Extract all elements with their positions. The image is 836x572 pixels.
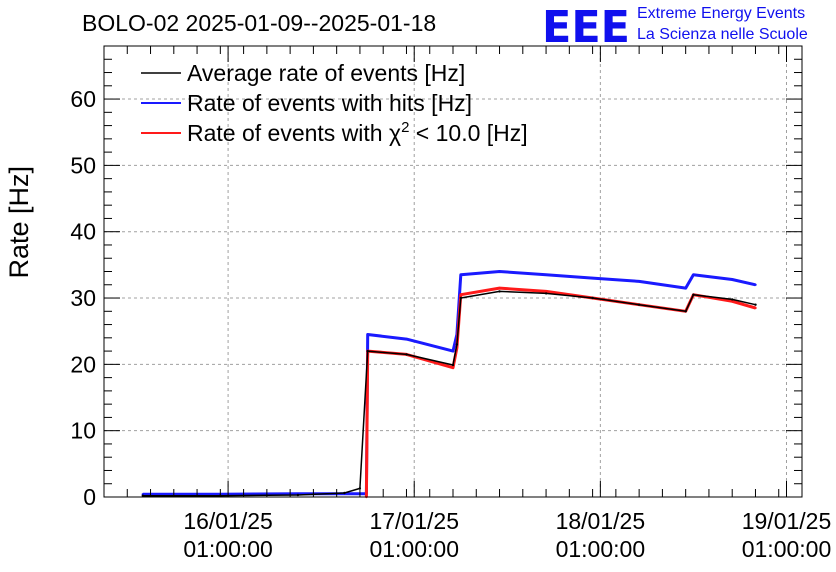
series-point-0 (405, 353, 408, 356)
series-point-0 (637, 303, 641, 306)
logo-tagline-2: La Scienza nelle Scuole (637, 26, 808, 43)
y-tick-label: 0 (83, 484, 96, 510)
series-point-0 (455, 343, 459, 346)
eee-logo: EEE (542, 2, 630, 53)
series-point-1 (637, 280, 641, 283)
x-tick-label-date: 17/01/25 (369, 508, 459, 534)
series-line-1 (142, 270, 756, 496)
x-tick-label-time: 01:00:00 (183, 536, 273, 562)
logo-tagline-1: Extreme Energy Events (637, 5, 805, 22)
series-point-0 (754, 303, 757, 306)
series-point-0 (451, 363, 455, 367)
chart-title: BOLO-02 2025-01-09--2025-01-18 (82, 10, 436, 36)
y-tick-label: 20 (70, 351, 96, 377)
legend-label-2: Rate of events with χ2 < 10.0 [Hz] (187, 119, 528, 146)
series-point-1 (405, 337, 408, 341)
series-point-1 (459, 273, 462, 276)
series-point-0 (731, 298, 734, 301)
series-point-1 (498, 270, 501, 273)
x-tick-label-time: 01:00:00 (556, 536, 646, 562)
series-point-1 (731, 278, 734, 281)
series-point-0 (358, 487, 362, 490)
axes-ticks: 010203040506016/01/2501:00:0017/01/2501:… (70, 45, 832, 562)
x-tick-label-time: 01:00:00 (742, 536, 832, 562)
legend-label-1: Rate of events with hits [Hz] (187, 90, 472, 116)
legend: Average rate of events [Hz] Rate of event… (141, 60, 528, 146)
series-point-0 (296, 493, 300, 497)
series-point-1 (544, 273, 548, 276)
y-axis-label: Rate [Hz] (4, 166, 34, 279)
y-tick-label: 40 (70, 219, 96, 245)
legend-label-0: Average rate of events [Hz] (187, 60, 465, 86)
series-point-1 (692, 273, 695, 276)
series-point-2 (544, 290, 548, 293)
series-line-2 (364, 286, 756, 498)
series-group (141, 270, 757, 499)
y-tick-label: 10 (70, 418, 96, 444)
series-point-1 (684, 286, 687, 290)
series-point-1 (451, 349, 455, 353)
series-line-0 (142, 290, 756, 497)
series-point-0 (591, 296, 594, 300)
series-point-0 (366, 349, 369, 353)
x-tick-label-date: 18/01/25 (556, 508, 646, 534)
series-point-2 (731, 300, 734, 303)
series-point-2 (498, 286, 501, 290)
series-point-0 (692, 293, 695, 296)
y-tick-label: 50 (70, 152, 96, 178)
x-tick-label-date: 19/01/25 (742, 508, 832, 534)
series-point-0 (141, 494, 144, 497)
series-point-1 (591, 276, 594, 280)
series-point-1 (754, 283, 757, 286)
series-point-0 (684, 310, 687, 313)
series-point-0 (343, 491, 346, 495)
x-tick-label-time: 01:00:00 (369, 536, 459, 562)
y-tick-label: 30 (70, 285, 96, 311)
series-point-0 (459, 296, 462, 300)
series-point-0 (544, 292, 548, 295)
series-point-2 (459, 293, 462, 296)
series-point-2 (754, 306, 757, 310)
y-tick-label: 60 (70, 86, 96, 112)
series-point-0 (498, 290, 501, 293)
x-tick-label-date: 16/01/25 (183, 508, 273, 534)
series-point-2 (451, 366, 455, 369)
series-point-1 (366, 333, 369, 336)
